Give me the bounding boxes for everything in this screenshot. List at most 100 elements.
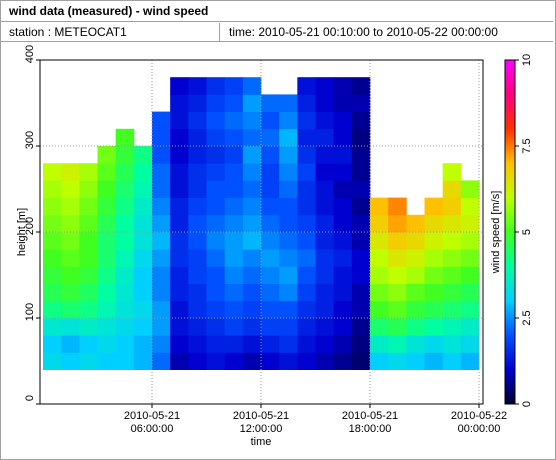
heat-cell (97, 352, 117, 370)
heat-cell (61, 163, 80, 181)
heat-cell (242, 232, 262, 250)
heat-cell (133, 197, 153, 216)
heat-cell (297, 146, 316, 164)
heat-cell (351, 180, 371, 198)
heat-cell (460, 266, 480, 284)
heat-cell (279, 266, 298, 284)
heat-cell (61, 352, 80, 370)
heat-cell (224, 163, 244, 181)
heat-cell (261, 283, 280, 302)
heat-cell (61, 197, 80, 216)
heat-cell (115, 197, 135, 216)
heat-cell (460, 352, 480, 370)
heat-cell (115, 146, 135, 164)
heat-cell (188, 77, 207, 95)
heat-cell (315, 232, 335, 250)
heat-cell (351, 146, 371, 164)
heat-cell (97, 146, 117, 164)
heat-cell (351, 300, 371, 319)
heat-cell (79, 180, 98, 198)
heat-cell (261, 266, 280, 284)
heat-cell (297, 180, 316, 198)
heat-cell (460, 300, 480, 319)
heat-cell (224, 214, 244, 233)
heat-cell (206, 232, 226, 250)
heat-cell (406, 283, 425, 302)
heat-cell (261, 197, 280, 216)
heat-cell (242, 94, 262, 112)
heat-cell (188, 214, 207, 233)
heat-cell (115, 283, 135, 302)
heat-cell (261, 318, 280, 336)
heat-cell (297, 111, 316, 130)
heat-cell (79, 318, 98, 336)
heat-cell (170, 249, 189, 267)
heat-cell (170, 111, 189, 130)
heat-cell (315, 111, 335, 130)
heat-cell (61, 300, 80, 319)
y-tick-label: 0 (24, 395, 36, 401)
chart-title: wind data (measured) - wind speed (1, 0, 553, 22)
heat-cell (460, 214, 480, 233)
heat-cell (133, 266, 153, 284)
heat-cell (206, 283, 226, 302)
heat-cell (97, 214, 117, 233)
heat-cell (388, 214, 407, 233)
heat-cell (242, 197, 262, 216)
heat-cell (61, 318, 80, 336)
heat-cell (315, 335, 335, 353)
heat-cell (188, 249, 207, 267)
heat-cell (97, 197, 117, 216)
heat-cell (115, 249, 135, 267)
heat-cell (424, 214, 444, 233)
heat-cell (152, 214, 171, 233)
heat-cell (279, 249, 298, 267)
heat-cell (170, 180, 189, 198)
heat-cell (388, 266, 407, 284)
heat-cell (79, 214, 98, 233)
heat-cell (152, 146, 171, 164)
heat-cell (115, 180, 135, 198)
heat-cell (188, 318, 207, 336)
heat-cell (261, 300, 280, 319)
heat-cell (261, 335, 280, 353)
heat-cell (133, 318, 153, 336)
heat-cell (315, 128, 335, 147)
heat-cell (442, 318, 462, 336)
heat-cell (261, 249, 280, 267)
heat-cell (442, 300, 462, 319)
heat-cell (406, 300, 425, 319)
heat-cell (424, 249, 444, 267)
heat-cell (206, 146, 226, 164)
heat-cell (279, 111, 298, 130)
heat-cell (333, 232, 353, 250)
heat-cell (279, 146, 298, 164)
heat-cell (170, 335, 189, 353)
x-tick-label: 2010-05-21 06:00:00 (123, 410, 181, 435)
heat-cell (206, 77, 226, 95)
y-tick-label: 200 (24, 217, 36, 235)
heat-cell (315, 266, 335, 284)
heat-cell (442, 232, 462, 250)
heat-cell (43, 335, 62, 353)
heat-cell (297, 335, 316, 353)
heat-cell (242, 352, 262, 370)
heat-cell (315, 283, 335, 302)
heat-cell (206, 128, 226, 147)
heat-cell (261, 214, 280, 233)
heat-cell (388, 283, 407, 302)
heat-cell (315, 77, 335, 95)
colorbar-tick-label: 2.5 (521, 310, 533, 325)
heat-cell (133, 163, 153, 181)
heat-cell (333, 146, 353, 164)
heat-cell (170, 128, 189, 147)
heat-cell (351, 128, 371, 147)
heat-cell (315, 352, 335, 370)
y-axis-label: height [m] (16, 208, 28, 256)
heat-cell (97, 283, 117, 302)
heat-cell (442, 335, 462, 353)
heat-cell (333, 300, 353, 319)
heat-cell (442, 180, 462, 198)
heat-cell (442, 352, 462, 370)
